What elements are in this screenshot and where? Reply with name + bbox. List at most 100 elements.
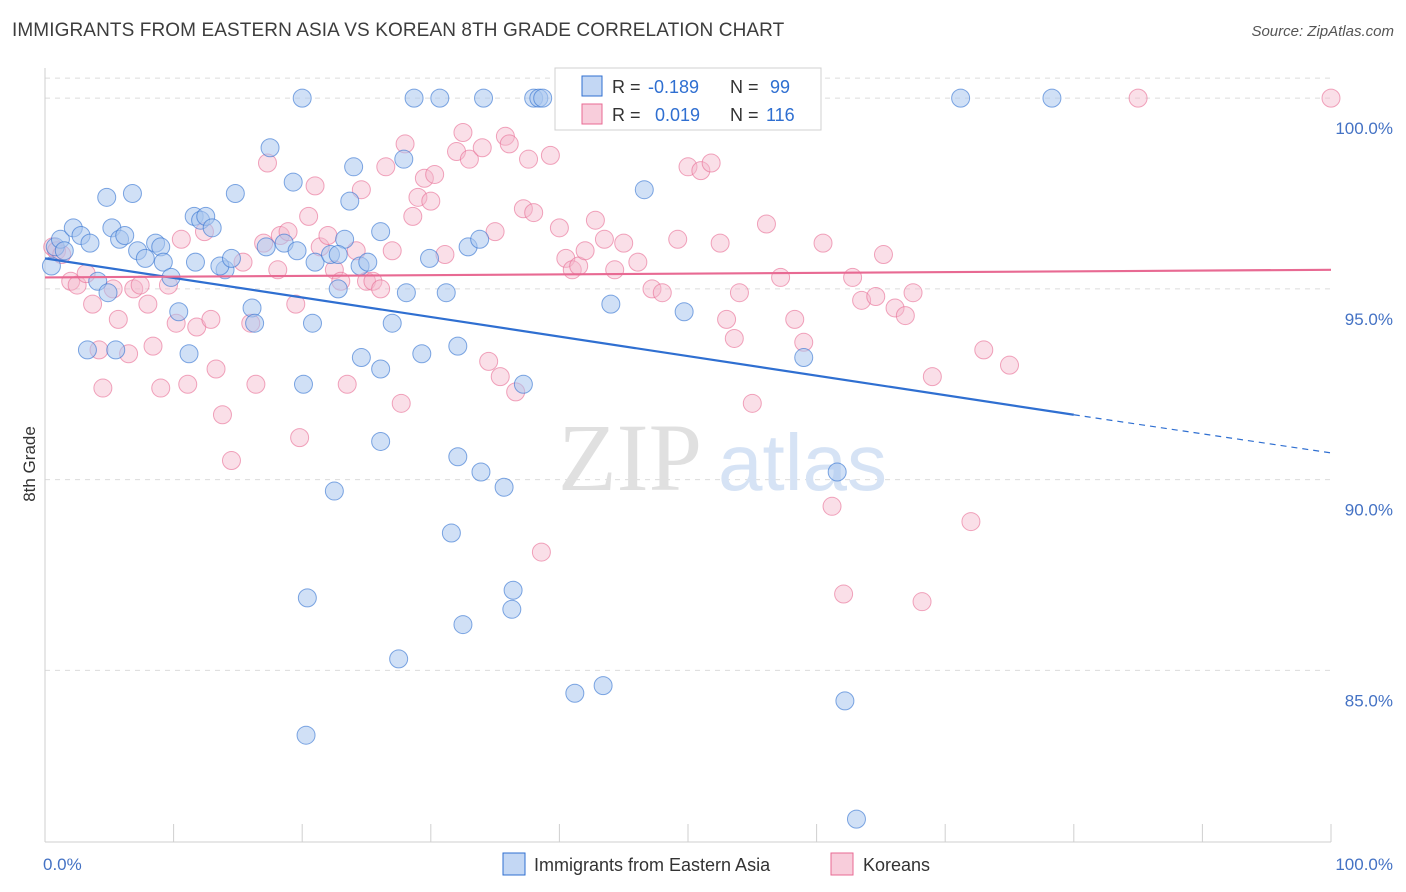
point-eastern-asia-58 [412,344,432,364]
point-eastern-asia-68 [513,374,533,394]
point-eastern-asia-48 [324,481,344,501]
watermark: ZIP atlas [558,404,887,511]
y-axis-label: 8th Grade [20,426,39,502]
point-koreans-111 [961,512,981,532]
point-koreans-60 [453,122,473,142]
legend-n-label-1: N = [730,77,759,97]
point-koreans-78 [575,241,595,261]
point-eastern-asia-0 [41,256,61,276]
point-eastern-asia-52 [351,348,371,368]
point-eastern-asia-60 [436,283,456,303]
point-koreans-24 [206,359,226,379]
point-koreans-8 [93,378,113,398]
point-eastern-asia-74 [389,649,409,669]
point-koreans-25 [212,405,232,425]
series-legend-swatch-pink [830,852,854,876]
point-eastern-asia-49 [297,588,317,608]
point-eastern-asia-81 [634,180,654,200]
point-koreans-67 [499,134,519,154]
point-koreans-71 [524,203,544,223]
point-koreans-26 [221,451,241,471]
point-eastern-asia-80 [593,676,613,696]
point-koreans-48 [371,279,391,299]
point-koreans-61 [459,149,479,169]
point-eastern-asia-71 [503,580,523,600]
point-koreans-63 [479,351,499,371]
series-eastern-asia-points [41,88,1062,829]
point-koreans-23 [201,309,221,329]
point-eastern-asia-31 [225,184,245,204]
point-eastern-asia-59 [420,248,440,268]
legend-swatch-pink [581,103,603,125]
point-eastern-asia-83 [674,302,694,322]
point-eastern-asia-66 [441,523,461,543]
point-eastern-asia-46 [340,191,360,211]
point-koreans-49 [376,157,396,177]
point-koreans-10 [108,309,128,329]
point-eastern-asia-91 [404,88,424,108]
point-koreans-38 [305,176,325,196]
series-legend-label-pink: Koreans [863,855,930,875]
y-tick-label-3: 100.0% [1335,119,1393,138]
point-eastern-asia-70 [502,599,522,619]
series-koreans-points [43,88,1341,612]
series-legend-label-blue: Immigrants from Eastern Asia [534,855,771,875]
point-koreans-109 [912,592,932,612]
point-eastern-asia-92 [474,88,494,108]
point-koreans-56 [421,191,441,211]
point-koreans-115 [1321,88,1341,108]
point-koreans-110 [922,367,942,387]
point-eastern-asia-36 [260,138,280,158]
point-eastern-asia-6 [80,233,100,253]
point-koreans-47 [363,271,383,291]
point-eastern-asia-55 [371,359,391,379]
point-eastern-asia-98 [533,88,553,108]
point-koreans-65 [490,367,510,387]
point-eastern-asia-73 [382,313,402,333]
point-eastern-asia-89 [1042,88,1062,108]
trend-line-koreans [44,268,1332,279]
watermark-atlas: atlas [718,418,887,507]
point-koreans-102 [843,267,863,287]
point-koreans-14 [138,294,158,314]
point-koreans-101 [834,584,854,604]
point-eastern-asia-15 [122,184,142,204]
y-tick-label-2: 95.0% [1345,310,1393,329]
axes [44,68,1332,843]
legend-r-label-2: R = [612,105,641,125]
point-koreans-57 [425,164,445,184]
point-eastern-asia-84 [794,348,814,368]
point-koreans-53 [403,206,423,226]
point-koreans-74 [549,218,569,238]
point-eastern-asia-17 [135,248,155,268]
y-tick-label-1: 90.0% [1345,501,1393,520]
trend-line-eastern-asia-extension [1073,414,1332,454]
point-koreans-73 [540,145,560,165]
point-eastern-asia-35 [256,237,276,257]
point-koreans-107 [895,306,915,326]
point-eastern-asia-64 [448,447,468,467]
point-eastern-asia-69 [453,615,473,635]
point-eastern-asia-65 [471,462,491,482]
point-koreans-79 [585,210,605,230]
point-eastern-asia-28 [202,218,222,238]
point-eastern-asia-51 [328,245,348,265]
point-eastern-asia-26 [185,252,205,272]
point-eastern-asia-86 [835,691,855,711]
point-eastern-asia-40 [293,374,313,394]
point-koreans-19 [171,229,191,249]
point-koreans-70 [519,149,539,169]
point-koreans-55 [414,168,434,188]
point-koreans-29 [246,374,266,394]
point-eastern-asia-50 [296,725,316,745]
point-koreans-106 [885,298,905,318]
point-koreans-16 [151,378,171,398]
point-eastern-asia-38 [287,241,307,261]
legend-n-label-2: N = [730,105,759,125]
point-koreans-91 [717,309,737,329]
point-koreans-32 [268,260,288,280]
watermark-zip: ZIP [558,404,702,511]
point-koreans-45 [351,180,371,200]
point-eastern-asia-13 [98,283,118,303]
legend-r-label-1: R = [612,77,641,97]
